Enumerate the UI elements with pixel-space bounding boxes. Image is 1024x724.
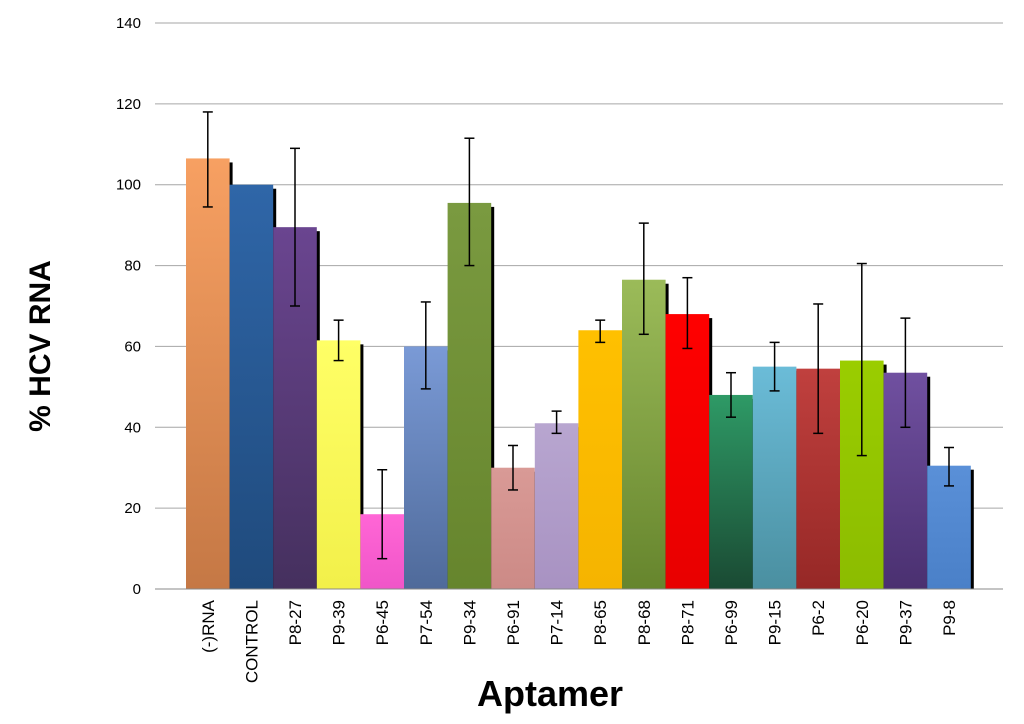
y-tick-label: 60: [124, 338, 141, 355]
bar-p714: [534, 423, 579, 589]
y-tick-label: 100: [116, 177, 141, 194]
x-tick-label: (-)RNA: [199, 599, 218, 653]
x-tick-label: P6-2: [809, 600, 828, 636]
y-axis-ticks: 0 20 40 60 80 100 120 140: [116, 15, 141, 598]
x-tick-label: P7-14: [548, 600, 567, 645]
bar-p915: [752, 366, 797, 589]
bar-shadow: [359, 344, 364, 589]
y-tick-label: 20: [124, 500, 141, 517]
x-tick-label: CONTROL: [242, 600, 261, 683]
bar-shadow: [490, 206, 495, 589]
x-axis-tick-labels: (-)RNA CONTROL P8-27 P9-39 P6-45 P7-54 P9-34 P6…: [199, 599, 959, 683]
x-tick-label: P6-45: [373, 600, 392, 645]
x-tick-label: P7-54: [417, 600, 436, 645]
x-tick-label: P8-68: [635, 600, 654, 645]
x-tick-label: P9-37: [896, 600, 915, 645]
bars: [186, 158, 974, 589]
x-tick-label: P9-39: [330, 600, 349, 645]
bar-shadow: [969, 469, 974, 589]
x-tick-label: P9-8: [940, 600, 959, 636]
x-tick-label: P9-34: [460, 600, 479, 645]
x-tick-label: P6-20: [853, 600, 872, 645]
x-tick-label: P6-91: [504, 600, 523, 645]
y-tick-label: 140: [116, 15, 141, 32]
y-axis-label: % HCV RNA: [24, 260, 57, 432]
bar-rna: [186, 158, 230, 589]
bar-control: [229, 184, 274, 589]
x-tick-label: P6-99: [722, 600, 741, 645]
bar-p871: [665, 314, 710, 589]
bar-p939: [316, 340, 361, 589]
x-tick-label: P8-65: [591, 600, 610, 645]
y-tick-label: 120: [116, 96, 141, 113]
y-tick-label: 40: [124, 419, 141, 436]
y-tick-label: 0: [133, 581, 141, 598]
bar-p865: [578, 330, 622, 589]
x-tick-label: P8-27: [286, 600, 305, 645]
error-bars: [202, 111, 954, 560]
bar-p934: [447, 202, 492, 589]
x-tick-label: P8-71: [678, 600, 697, 645]
bar-p699: [709, 394, 753, 589]
x-axis-label: Aptamer: [477, 673, 623, 714]
x-tick-label: P9-15: [766, 600, 785, 645]
y-tick-label: 80: [124, 258, 141, 275]
